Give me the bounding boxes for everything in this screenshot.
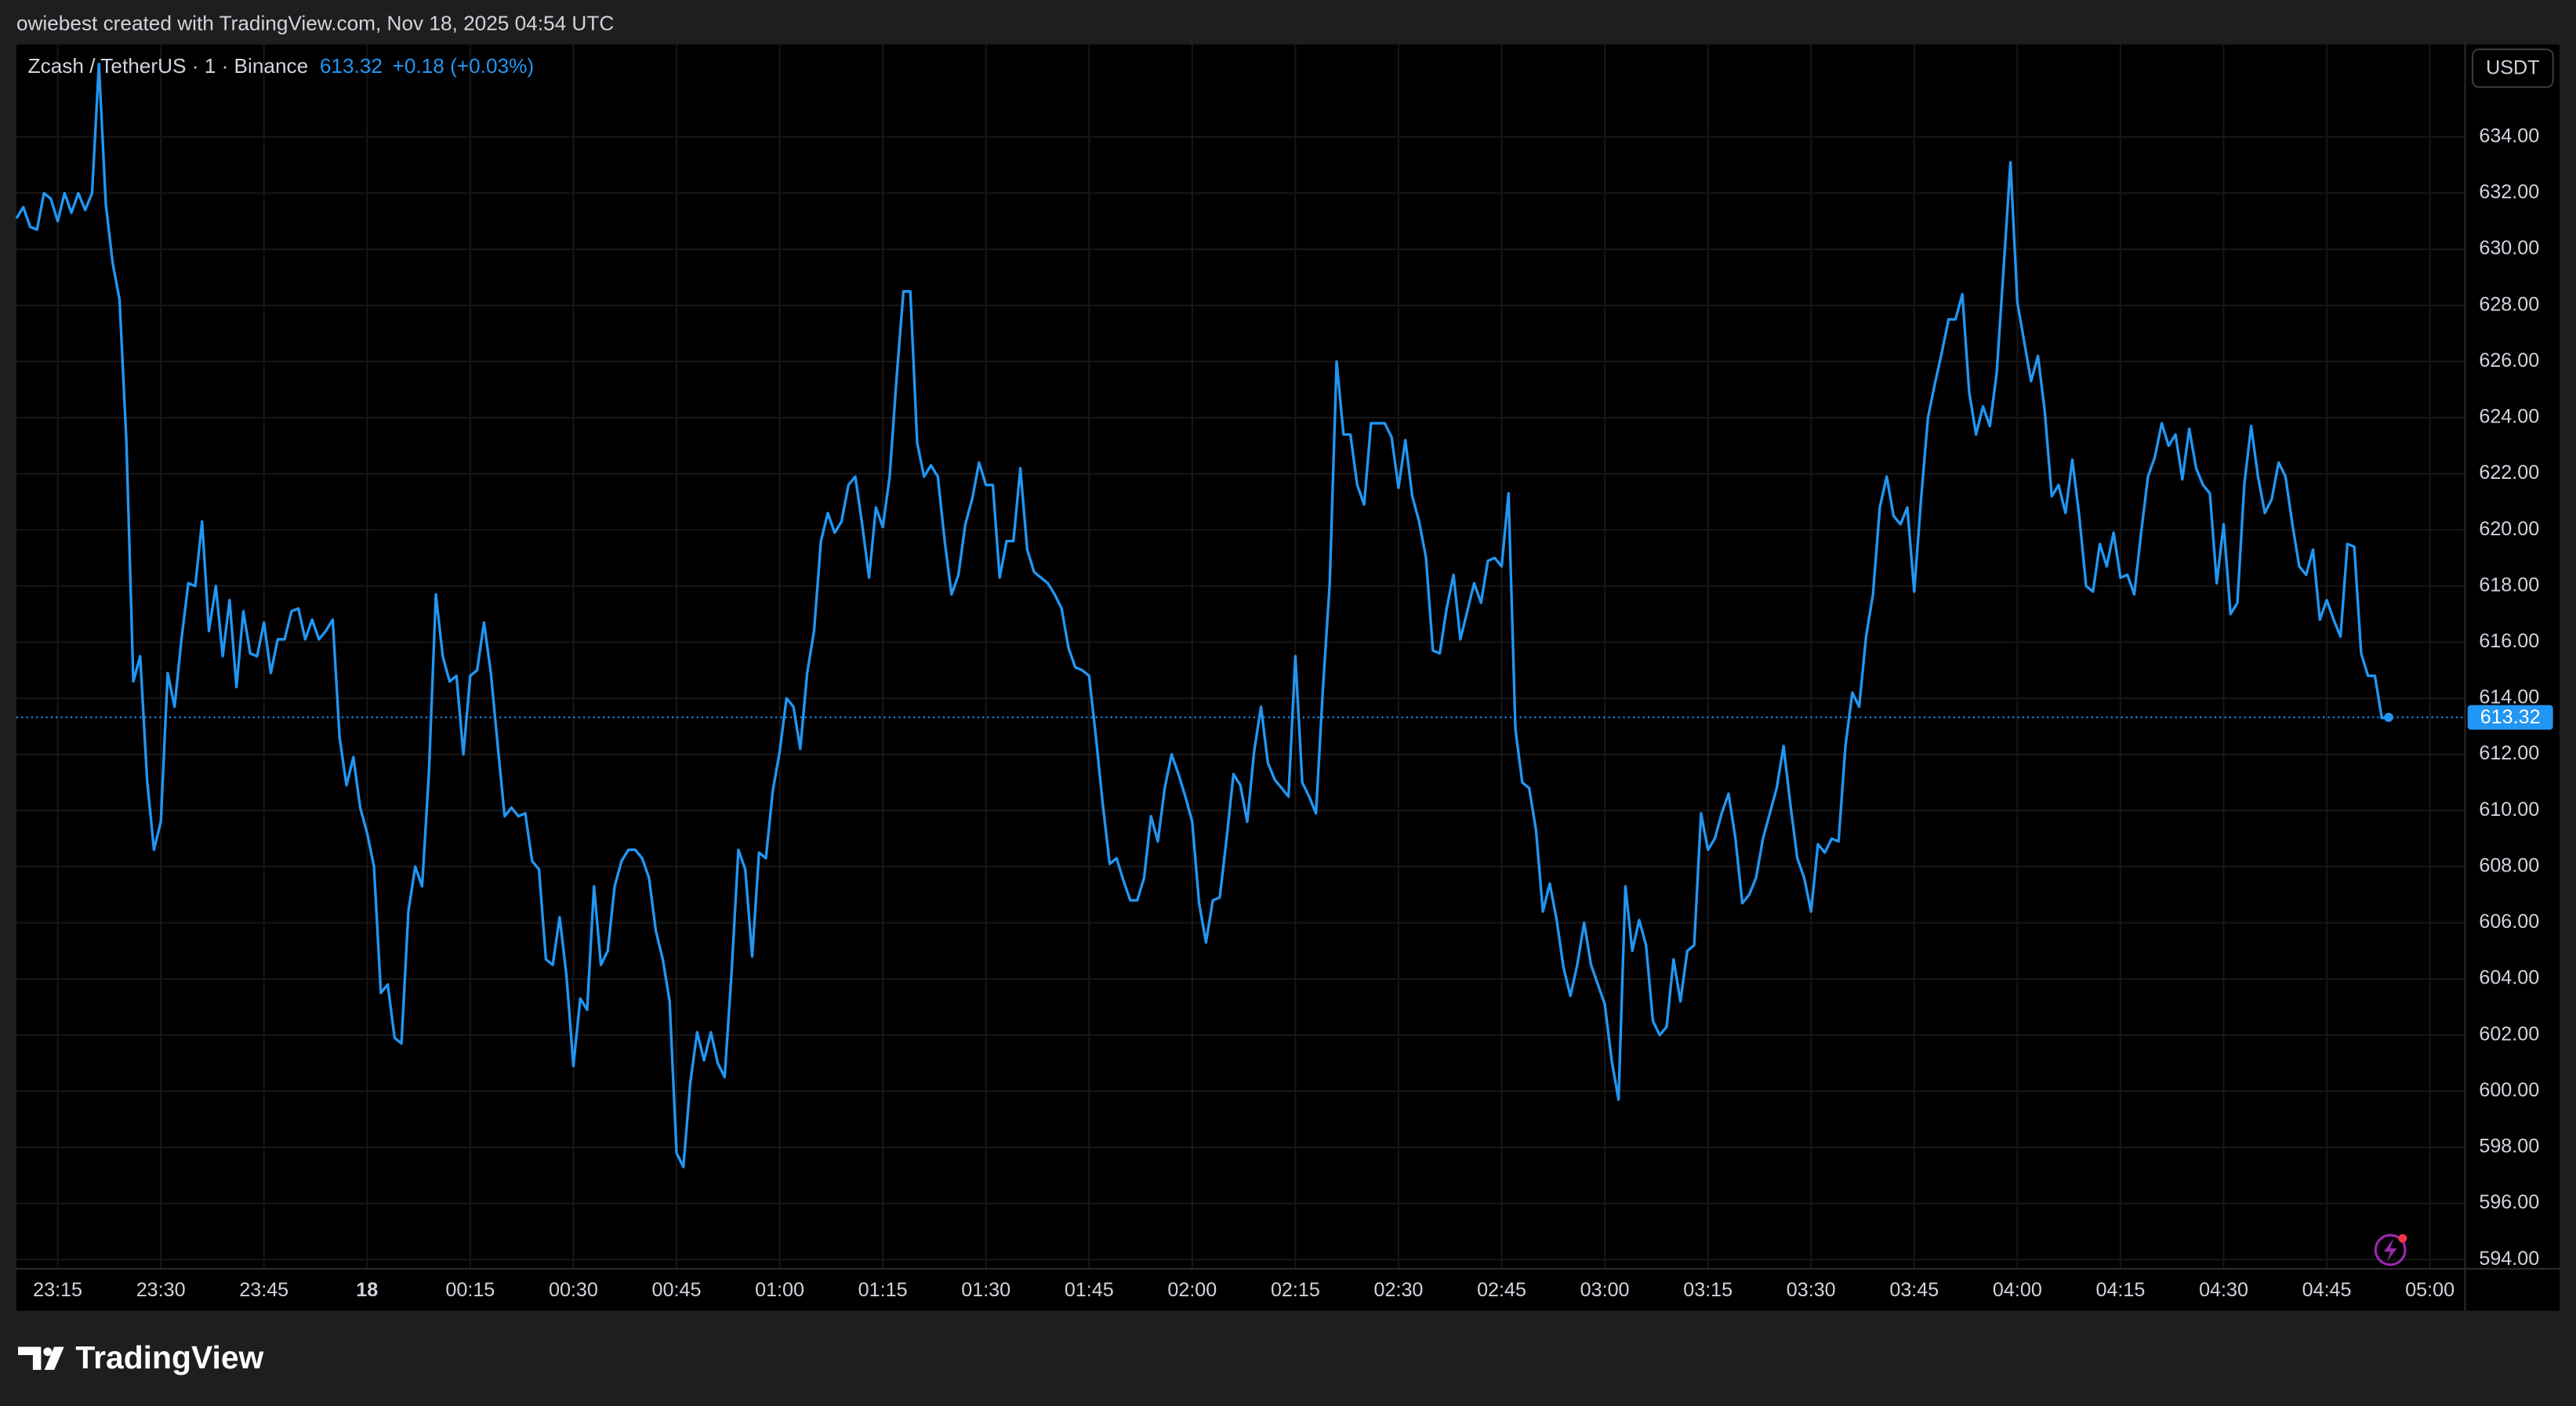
x-tick-label: 02:00 xyxy=(1167,1279,1217,1301)
y-tick-label: 628.00 xyxy=(2479,293,2539,315)
header-text: owiebest created with TradingView.com, N… xyxy=(16,11,614,34)
x-tick-label: 00:15 xyxy=(445,1279,495,1301)
y-tick-label: 626.00 xyxy=(2479,350,2539,371)
logo-dot xyxy=(43,1347,53,1357)
legend-symbol: Zcash / TetherUS · 1 · Binance xyxy=(28,54,309,78)
x-tick-label: 02:15 xyxy=(1271,1279,1320,1301)
y-tick-label: 606.00 xyxy=(2479,911,2539,933)
legend-change: +0.18 (+0.03%) xyxy=(393,54,535,78)
ticks: 594.00 596.00 598.00 600.00 602.00 604.00 606.… xyxy=(33,125,2539,1300)
x-tick-label: 01:15 xyxy=(858,1279,908,1301)
chart-frame xyxy=(16,44,2560,1311)
x-tick-label: 18 xyxy=(356,1279,378,1301)
x-tick-label: 01:00 xyxy=(755,1279,804,1301)
x-tick-label: 23:30 xyxy=(136,1279,186,1301)
x-tick-label: 05:00 xyxy=(2405,1279,2454,1301)
x-tick-label: 02:30 xyxy=(1374,1279,1424,1301)
y-tick-label: 630.00 xyxy=(2479,237,2539,259)
x-tick-label: 04:30 xyxy=(2199,1279,2248,1301)
y-tick-label: 602.00 xyxy=(2479,1023,2539,1045)
footer-brand: TradingView xyxy=(75,1339,263,1375)
x-tick-label: 03:45 xyxy=(1889,1279,1939,1301)
alert-icon-ring xyxy=(2374,1234,2407,1266)
y-tick-label: 632.00 xyxy=(2479,181,2539,203)
y-tick-label: 620.00 xyxy=(2479,518,2539,540)
y-tick-label: 622.00 xyxy=(2479,462,2539,484)
y-tick-label: 604.00 xyxy=(2479,967,2539,989)
alert-icon[interactable] xyxy=(2374,1234,2407,1266)
alert-icon-bolt xyxy=(2383,1238,2397,1262)
y-tick-label: 612.00 xyxy=(2479,742,2539,764)
y-tick-label: 616.00 xyxy=(2479,630,2539,652)
x-tick-label: 23:45 xyxy=(239,1279,288,1301)
x-tick-label: 04:00 xyxy=(1993,1279,2042,1301)
x-tick-label: 00:45 xyxy=(652,1279,702,1301)
y-tick-label: 634.00 xyxy=(2479,125,2539,147)
x-tick-label: 01:45 xyxy=(1065,1279,1114,1301)
price-line xyxy=(15,63,2389,1169)
logo-slash xyxy=(44,1346,64,1370)
footer-logo xyxy=(18,1346,64,1370)
y-tick-label: 618.00 xyxy=(2479,574,2539,596)
last-point xyxy=(2384,712,2393,723)
alert-icon-dot xyxy=(2398,1234,2407,1243)
y-tick-label: 610.00 xyxy=(2479,799,2539,821)
legend-price: 613.32 xyxy=(320,54,383,78)
y-tick-label: 614.00 xyxy=(2479,687,2539,708)
currency-label: USDT xyxy=(2486,57,2539,79)
last-price-tag xyxy=(2467,705,2553,730)
x-tick-label: 02:45 xyxy=(1477,1279,1526,1301)
currency-button[interactable] xyxy=(2471,48,2554,89)
y-tick-label: 624.00 xyxy=(2479,406,2539,428)
x-tick-label: 04:45 xyxy=(2302,1279,2352,1301)
grid xyxy=(16,44,2465,1268)
last-price-label: 613.32 xyxy=(2480,706,2541,728)
logo-bar xyxy=(18,1346,42,1370)
y-tick-label: 598.00 xyxy=(2479,1136,2539,1158)
y-tick-label: 600.00 xyxy=(2479,1079,2539,1101)
x-tick-label: 23:15 xyxy=(33,1279,82,1301)
x-tick-label: 03:15 xyxy=(1683,1279,1732,1301)
x-tick-label: 00:30 xyxy=(549,1279,598,1301)
y-tick-label: 594.00 xyxy=(2479,1248,2539,1270)
x-tick-label: 04:15 xyxy=(2095,1279,2145,1301)
x-tick-label: 01:30 xyxy=(961,1279,1010,1301)
y-tick-label: 608.00 xyxy=(2479,854,2539,876)
x-tick-label: 03:00 xyxy=(1580,1279,1630,1301)
y-tick-label: 596.00 xyxy=(2479,1191,2539,1213)
plot: 613.32 xyxy=(15,63,2553,1169)
x-tick-label: 03:30 xyxy=(1787,1279,1836,1301)
